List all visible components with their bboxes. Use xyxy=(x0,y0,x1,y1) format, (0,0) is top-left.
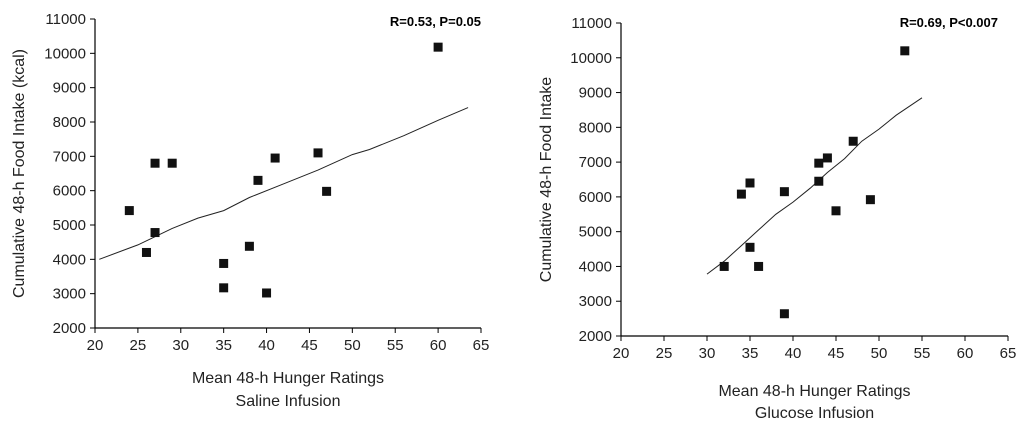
chart-2-x-axis-sublabel: Glucose Infusion xyxy=(755,405,874,422)
chart-1-data-point xyxy=(270,153,280,163)
chart-2-y-tick-label: 4000 xyxy=(579,258,612,275)
chart-1-data-point xyxy=(244,241,254,251)
chart-2-x-tick-label: 60 xyxy=(957,345,974,362)
chart-2-data-point xyxy=(831,206,841,216)
chart-1-trend-line xyxy=(99,107,469,260)
chart-1-data-point xyxy=(262,288,272,298)
chart-1-x-tick-label: 20 xyxy=(87,337,104,354)
chart-1-y-tick-label: 4000 xyxy=(53,251,86,268)
chart-2-y-tick-label: 7000 xyxy=(579,154,612,171)
chart-1-y-tick-label: 7000 xyxy=(53,148,86,165)
chart-2-data-point xyxy=(719,261,729,271)
chart-1-stat-annotation: R=0.53, P=0.05 xyxy=(390,14,481,29)
chart-2-data-point xyxy=(779,187,789,197)
chart-1-data-point xyxy=(322,186,332,196)
chart-2-data-point xyxy=(900,46,910,56)
chart-1-x-tick-label: 40 xyxy=(258,337,275,354)
chart-1-data-point xyxy=(253,175,263,185)
chart-1-data-point xyxy=(141,247,151,257)
chart-2-data-point xyxy=(779,309,789,319)
chart-2-y-tick-label: 11000 xyxy=(571,15,612,32)
chart-1-data-point xyxy=(433,42,443,52)
chart-2-data-point xyxy=(745,242,755,252)
chart-2-y-tick-label: 2000 xyxy=(579,328,612,345)
chart-2-data-point xyxy=(754,261,764,271)
chart-2-x-tick-label: 45 xyxy=(828,345,845,362)
chart-1-data-point xyxy=(150,158,160,168)
chart-1-y-tick-label: 5000 xyxy=(53,217,86,234)
chart-1-x-tick-label: 65 xyxy=(473,337,490,354)
chart-1-y-tick-label: 2000 xyxy=(53,320,86,337)
chart-2-x-tick-label: 35 xyxy=(742,345,759,362)
chart-1-x-tick-label: 60 xyxy=(430,337,447,354)
chart-1-y-axis-label: Cumulative 48-h Food Intake (kcal) xyxy=(11,49,28,298)
chart-2-x-axis-label: Mean 48-h Hunger Ratings xyxy=(718,383,910,400)
chart-1-x-tick-label: 50 xyxy=(344,337,361,354)
chart-1-x-axis-label: Mean 48-h Hunger Ratings xyxy=(192,370,384,387)
chart-2-trend-line xyxy=(706,97,923,275)
chart-2-data-point xyxy=(814,176,824,186)
chart-1-y-tick-label: 11000 xyxy=(45,11,86,28)
chart-2-x-tick-label: 40 xyxy=(785,345,802,362)
chart-2-data-point xyxy=(736,189,746,199)
chart-1-y-tick-label: 10000 xyxy=(44,45,86,62)
chart-2-y-tick-label: 6000 xyxy=(579,189,612,206)
chart-1-x-tick-label: 55 xyxy=(387,337,404,354)
chart-2-data-point xyxy=(745,178,755,188)
chart-1-y-tick-label: 6000 xyxy=(53,183,86,200)
chart-2-data-point xyxy=(814,158,824,168)
chart-2-data-point xyxy=(865,195,875,205)
chart-2-stat-annotation: R=0.69, P<0.007 xyxy=(900,15,998,30)
chart-1-data-point xyxy=(150,228,160,238)
chart-1-data-point xyxy=(219,258,229,268)
chart-1-data-point xyxy=(167,158,177,168)
chart-2-y-tick-label: 5000 xyxy=(579,224,612,241)
chart-1-y-tick-label: 8000 xyxy=(53,114,86,131)
chart-2-y-tick-label: 8000 xyxy=(579,119,612,136)
chart-1-x-tick-label: 25 xyxy=(130,337,147,354)
chart-1-x-tick-label: 30 xyxy=(172,337,189,354)
chart-1-y-tick-label: 9000 xyxy=(53,80,86,97)
chart-2-y-tick-label: 10000 xyxy=(570,50,612,67)
chart-1-x-axis-sublabel: Saline Infusion xyxy=(236,393,341,410)
chart-2-data-point xyxy=(822,153,832,163)
chart-2: 20 25 30 35 40 45 50 55 60 65 2000 3000 4000 5000 6000… xyxy=(538,15,1016,422)
chart-2-x-tick-label: 25 xyxy=(656,345,673,362)
chart-1-data-point xyxy=(313,148,323,158)
chart-1-data-point xyxy=(219,283,229,293)
chart-2-y-tick-label: 9000 xyxy=(579,85,612,102)
chart-1-x-tick-label: 35 xyxy=(215,337,232,354)
chart-1-data-point xyxy=(124,206,134,216)
chart-1-y-tick-label: 3000 xyxy=(53,286,86,303)
chart-2-data-point xyxy=(848,136,858,146)
chart-2-x-tick-label: 20 xyxy=(613,345,630,362)
chart-2-x-tick-label: 55 xyxy=(914,345,931,362)
chart-1: 20 25 30 35 40 45 50 55 60 65 2000 3000 4000 5000 6000… xyxy=(11,11,489,410)
chart-2-x-tick-label: 30 xyxy=(699,345,716,362)
chart-1-x-tick-label: 45 xyxy=(301,337,318,354)
chart-2-x-tick-label: 50 xyxy=(871,345,888,362)
chart-2-x-tick-label: 65 xyxy=(1000,345,1017,362)
chart-2-y-tick-label: 3000 xyxy=(579,293,612,310)
chart-2-y-axis-label: Cumulative 48-h Food Intake xyxy=(538,77,555,283)
